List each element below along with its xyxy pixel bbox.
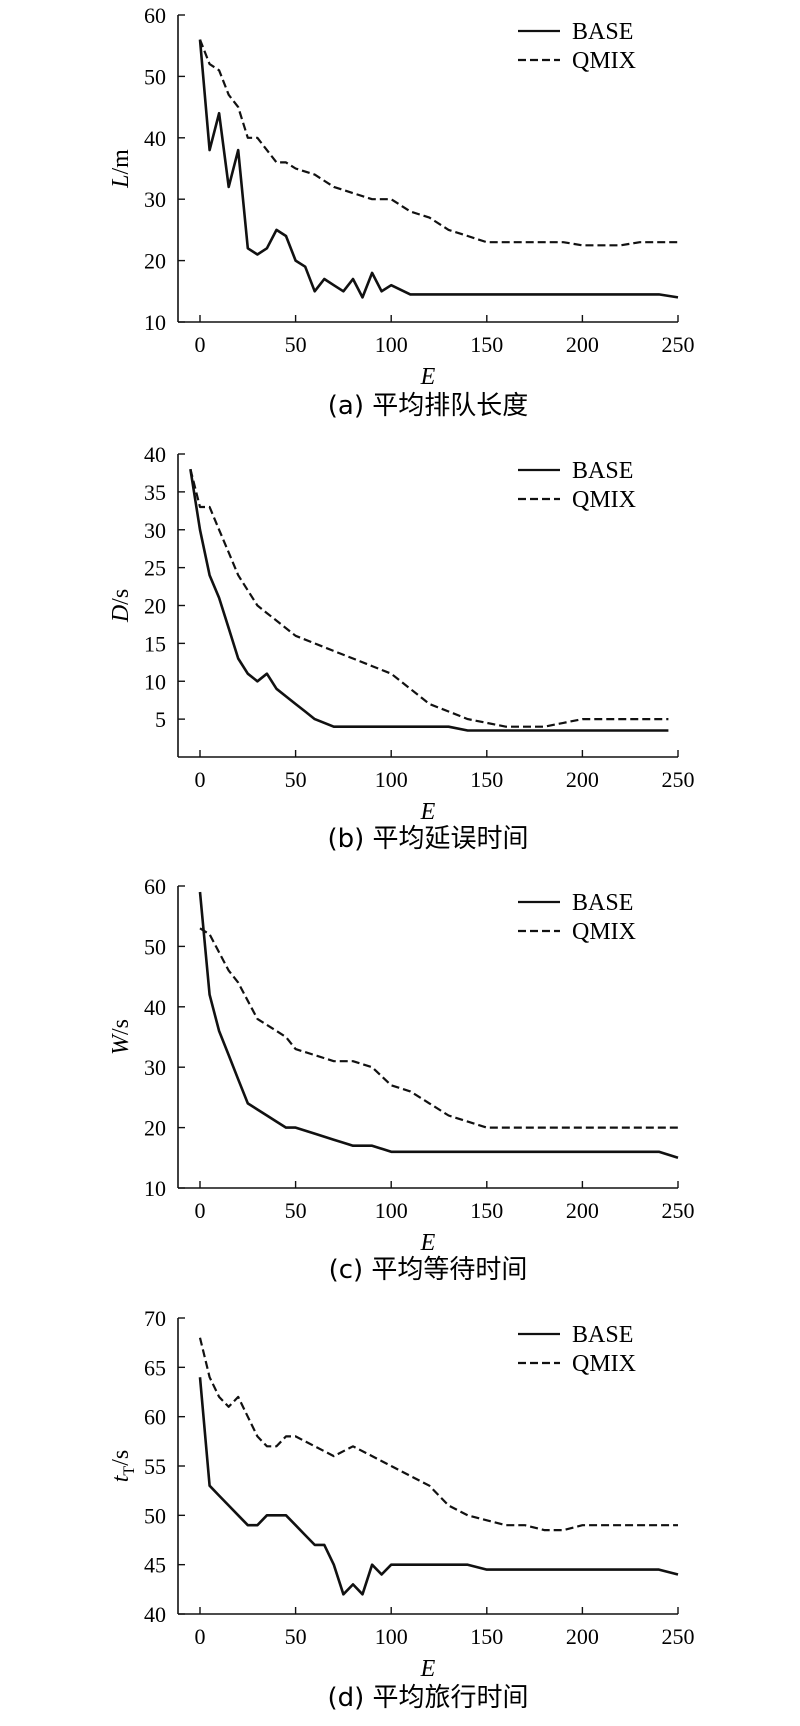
series-line-base <box>198 1377 679 1596</box>
x-tick-label: 250 <box>662 1624 695 1649</box>
y-axis-title-unit: /s <box>108 589 134 605</box>
y-tick-label: 40 <box>144 995 166 1020</box>
series-line-base <box>198 891 679 1160</box>
series-line-base <box>189 468 669 732</box>
x-tick-label: 250 <box>662 1198 695 1223</box>
x-axis-title: E <box>420 1230 436 1256</box>
x-tick-label: 50 <box>285 1198 307 1223</box>
series-line-base <box>198 39 679 299</box>
y-tick-label: 40 <box>144 1602 166 1627</box>
x-tick-label: 250 <box>662 332 695 357</box>
panel-caption: (a) 平均排队长度 <box>328 391 529 421</box>
y-tick-label: 5 <box>155 707 166 732</box>
x-tick-label: 0 <box>195 1198 206 1223</box>
x-tick-label: 150 <box>470 1198 503 1223</box>
y-axis-title: D/s <box>108 589 134 623</box>
legend-label-base: BASE <box>572 19 633 45</box>
x-tick-label: 150 <box>470 1624 503 1649</box>
y-tick-label: 60 <box>144 874 166 899</box>
y-axis-title-subscript: T <box>121 1466 138 1476</box>
legend-label-base: BASE <box>572 458 633 484</box>
chart-panel-4: 0 50 100 150 200 250 40 45 50 55 60 65 70 EtT/s BASE QM… <box>108 1306 695 1713</box>
legend-label-qmix: QMIX <box>572 1351 636 1377</box>
y-tick-label: 10 <box>144 669 166 694</box>
x-tick-label: 200 <box>566 767 599 792</box>
x-tick-label: 100 <box>375 767 408 792</box>
x-tick-label: 100 <box>375 332 408 357</box>
panel-caption: (d) 平均旅行时间 <box>327 1683 528 1713</box>
chart-panel-3: 0 50 100 150 200 250 10 20 30 40 50 60 E W/s BASE QMIX (… <box>108 874 695 1285</box>
y-tick-label: 60 <box>144 3 166 28</box>
y-tick-label: 70 <box>144 1306 166 1331</box>
y-tick-label: 20 <box>144 594 166 619</box>
chart-panel-1: 0 50 100 150 200 250 10 20 30 40 50 60 E L/m BASE QMIX (… <box>108 3 695 421</box>
legend-label-qmix: QMIX <box>572 48 636 74</box>
y-tick-label: 40 <box>144 442 166 467</box>
series-line-qmix <box>198 1337 678 1532</box>
y-axis-title-symbol: L <box>108 174 134 188</box>
x-tick-label: 0 <box>195 767 206 792</box>
y-axis-title: W/s <box>108 1019 134 1055</box>
legend-label-qmix: QMIX <box>572 919 636 945</box>
y-axis-title: tT/s <box>108 1450 138 1482</box>
x-tick-label: 100 <box>375 1198 408 1223</box>
x-axis-title: E <box>420 1656 436 1682</box>
x-tick-label: 50 <box>285 767 307 792</box>
x-tick-label: 100 <box>375 1624 408 1649</box>
x-tick-label: 250 <box>662 767 695 792</box>
y-axis-title-symbol: W <box>108 1033 134 1055</box>
x-tick-label: 200 <box>566 1624 599 1649</box>
y-tick-label: 40 <box>144 126 166 151</box>
x-tick-label: 200 <box>566 1198 599 1223</box>
y-axis-title-unit: /s <box>108 1450 134 1466</box>
y-tick-label: 10 <box>144 310 166 335</box>
y-axis-title-unit: /m <box>108 149 134 175</box>
y-tick-label: 50 <box>144 934 166 959</box>
y-axis-title-symbol: t <box>108 1474 134 1482</box>
series-line-qmix <box>199 927 678 1129</box>
y-axis-title: L/m <box>108 149 134 189</box>
series-line-qmix <box>198 39 678 247</box>
y-tick-label: 50 <box>144 1503 166 1528</box>
panel-caption: (b) 平均延误时间 <box>327 824 528 854</box>
y-tick-label: 20 <box>144 1116 166 1141</box>
legend-label-base: BASE <box>572 1322 633 1348</box>
x-tick-label: 50 <box>285 332 307 357</box>
chart-panel-2: 0 50 100 150 200 250 5 10 15 20 25 30 35 40 E D/s BASE QM… <box>108 442 695 854</box>
x-tick-label: 0 <box>195 1624 206 1649</box>
x-tick-label: 50 <box>285 1624 307 1649</box>
x-tick-label: 0 <box>195 332 206 357</box>
y-tick-label: 55 <box>144 1454 166 1479</box>
y-tick-label: 30 <box>144 187 166 212</box>
y-tick-label: 15 <box>144 631 166 656</box>
y-tick-label: 45 <box>144 1553 166 1578</box>
y-tick-label: 10 <box>144 1176 166 1201</box>
x-axis-title: E <box>420 799 436 825</box>
y-tick-label: 35 <box>144 480 166 505</box>
legend-label-base: BASE <box>572 890 633 916</box>
legend-label-qmix: QMIX <box>572 487 636 513</box>
x-tick-label: 150 <box>470 767 503 792</box>
x-tick-label: 150 <box>470 332 503 357</box>
series-line-qmix <box>189 468 669 728</box>
y-tick-label: 50 <box>144 64 166 89</box>
y-tick-label: 30 <box>144 1055 166 1080</box>
y-axis-title-symbol: D <box>108 605 134 623</box>
y-tick-label: 65 <box>144 1355 166 1380</box>
x-tick-label: 200 <box>566 332 599 357</box>
x-axis-title: E <box>420 364 436 390</box>
panel-caption: (c) 平均等待时间 <box>329 1255 528 1285</box>
y-tick-label: 60 <box>144 1405 166 1430</box>
y-tick-label: 30 <box>144 518 166 543</box>
y-tick-label: 25 <box>144 556 166 581</box>
y-axis-title-unit: /s <box>108 1019 134 1035</box>
y-tick-label: 20 <box>144 249 166 274</box>
